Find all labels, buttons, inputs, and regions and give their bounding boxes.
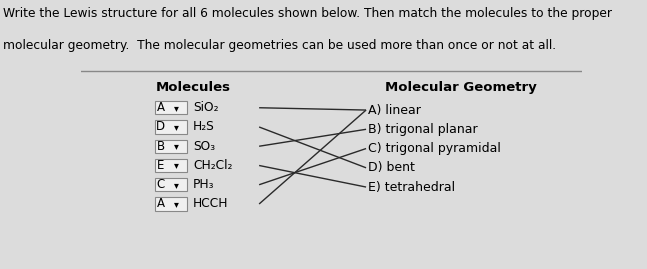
Text: PH₃: PH₃ xyxy=(193,178,215,191)
Text: H₂S: H₂S xyxy=(193,121,215,133)
Text: molecular geometry.  The molecular geometries can be used more than once or not : molecular geometry. The molecular geomet… xyxy=(3,39,556,52)
Bar xyxy=(155,159,187,172)
Text: ▾: ▾ xyxy=(174,122,179,132)
Text: E: E xyxy=(157,159,164,172)
Text: E) tetrahedral: E) tetrahedral xyxy=(368,180,455,194)
Bar xyxy=(155,121,187,133)
Text: C) trigonal pyramidal: C) trigonal pyramidal xyxy=(368,142,501,155)
Text: Molecules: Molecules xyxy=(156,81,231,94)
Bar xyxy=(155,197,187,211)
Bar xyxy=(155,140,187,153)
Text: ▾: ▾ xyxy=(174,103,179,113)
Text: B) trigonal planar: B) trigonal planar xyxy=(368,123,478,136)
Text: C: C xyxy=(157,178,165,191)
Text: D: D xyxy=(156,121,165,133)
Text: ▾: ▾ xyxy=(174,180,179,190)
Text: SiO₂: SiO₂ xyxy=(193,101,219,114)
Text: A: A xyxy=(157,197,165,210)
Bar xyxy=(155,178,187,191)
Text: ▾: ▾ xyxy=(174,141,179,151)
Text: A) linear: A) linear xyxy=(368,104,421,116)
Text: D) bent: D) bent xyxy=(368,161,415,174)
Text: ▾: ▾ xyxy=(174,199,179,209)
Bar xyxy=(155,101,187,114)
Text: B: B xyxy=(157,140,165,153)
Text: HCCH: HCCH xyxy=(193,197,229,210)
Text: Write the Lewis structure for all 6 molecules shown below. Then match the molecu: Write the Lewis structure for all 6 mole… xyxy=(3,7,612,20)
Text: ▾: ▾ xyxy=(174,161,179,171)
Text: CH₂Cl₂: CH₂Cl₂ xyxy=(193,159,233,172)
Text: SO₃: SO₃ xyxy=(193,140,215,153)
Text: A: A xyxy=(157,101,165,114)
Text: Molecular Geometry: Molecular Geometry xyxy=(385,81,536,94)
